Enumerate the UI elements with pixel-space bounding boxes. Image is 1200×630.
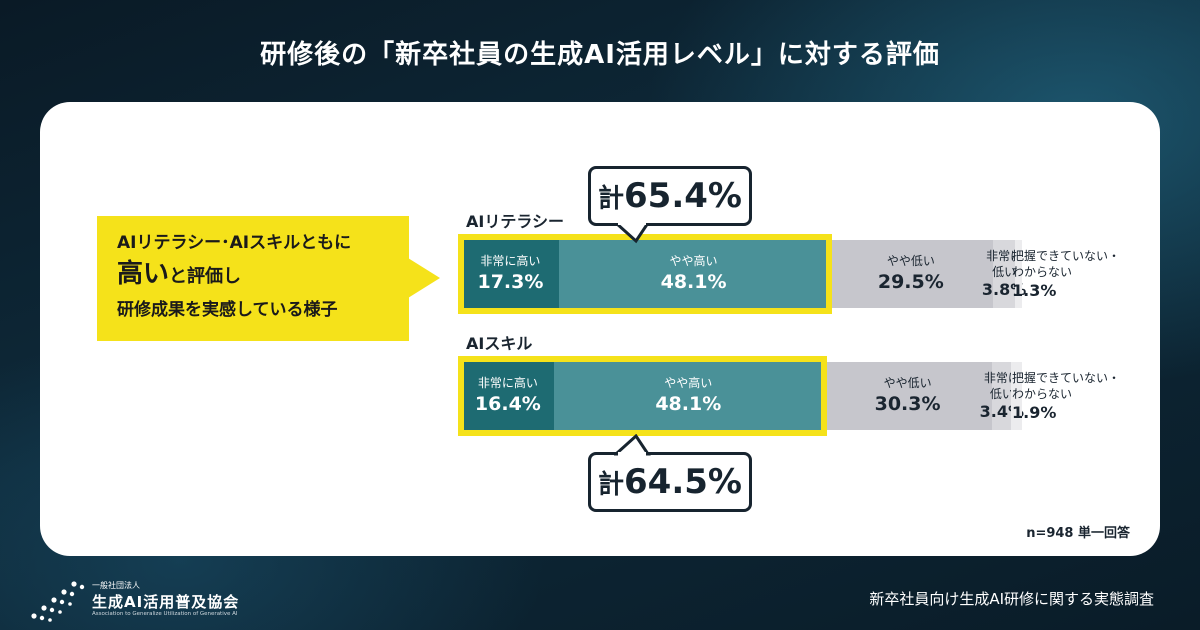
logo-org-name-en: Association to Generalize Utilization of… — [92, 611, 238, 617]
logo-org-name: 生成AI活用普及協会 — [92, 593, 240, 611]
bar-segment-very-high: 非常に高い 16.4% — [462, 362, 554, 430]
callout-line-2: 高いと評価し — [117, 256, 391, 295]
survey-name: 新卒社員向け生成AI研修に関する実態調査 — [869, 590, 1154, 608]
segment-value-label: 48.1% — [660, 271, 727, 293]
segment-category-label: やや低い — [886, 254, 935, 268]
bar-segment-unknown — [1014, 240, 1022, 308]
segment-category-label: やや高い — [664, 376, 713, 390]
page-title: 研修後の「新卒社員の生成AI活用レベル」に対する評価 — [260, 40, 940, 70]
callout-emphasis: 高い — [117, 259, 170, 289]
callout-pointer — [408, 258, 440, 298]
segment-value-label: 17.3% — [477, 271, 544, 293]
bar-segment-very-low: 非常に 低い 3.4% — [980, 362, 1024, 430]
bar-segment-low: やや低い 30.3% — [822, 362, 993, 430]
summary-callout: AIリテラシー･AIスキルともに 高いと評価し 研修成果を実感している様子 — [97, 216, 409, 341]
bar-row-literacy: 非常に高い 17.3% やや高い 48.1% やや低い 29.5% 非常に 低い… — [462, 240, 1026, 308]
unknown-value-label: 1.3% — [1012, 281, 1057, 300]
association-logo: 一般社団法人 生成AI活用普及協会 Association to General… — [26, 578, 276, 622]
segment-value-label: 29.5% — [877, 271, 944, 293]
total-prefix: 計 — [598, 183, 625, 214]
segment-category-label: 非常に高い — [477, 376, 538, 390]
bar-segment-high: やや高い 48.1% — [558, 240, 829, 308]
total-value: 64.5% — [624, 462, 742, 502]
segment-category-label: やや高い — [669, 254, 718, 268]
total-prefix: 計 — [598, 469, 625, 500]
unknown-value-label: 1.9% — [1012, 403, 1057, 422]
row-label-literacy: AIリテラシー — [466, 212, 565, 231]
segment-category-label: やや低い — [883, 376, 932, 390]
unknown-category-label-2: わからない — [1012, 387, 1073, 401]
bar-segment-low: やや低い 29.5% — [828, 240, 994, 308]
bar-segment-very-high: 非常に高い 17.3% — [462, 240, 559, 308]
segment-category-label-1: 非常に — [986, 249, 1023, 263]
dots-logo-icon — [31, 581, 85, 622]
callout-line-1: AIリテラシー･AIスキルともに — [117, 233, 352, 253]
row-label-skill: AIスキル — [466, 334, 533, 353]
bar-segment-high: やや高い 48.1% — [553, 362, 823, 430]
total-pointer-literacy — [614, 223, 650, 244]
total-pointer-skill — [614, 434, 651, 456]
unknown-category-label-1: 把握できていない・ — [1012, 249, 1121, 263]
total-value: 65.4% — [624, 176, 742, 216]
segment-category-label-1: 非常に — [983, 371, 1020, 385]
segment-value-label: 16.4% — [474, 393, 541, 415]
bar-row-skill: 非常に高い 16.4% やや高い 48.1% やや低い 30.3% 非常に 低い… — [462, 362, 1024, 430]
unknown-label-literacy: 把握できていない・ わからない 1.3% — [1012, 248, 1120, 302]
callout-line-2-rest: と評価し — [169, 266, 242, 287]
segment-category-label: 非常に高い — [480, 254, 541, 268]
logo-org-type: 一般社団法人 — [92, 581, 140, 590]
segment-category-label-2: 低い — [992, 265, 1017, 279]
segment-value-label: 30.3% — [874, 393, 941, 415]
total-box-skill: 計 64.5% — [588, 452, 752, 512]
total-box-literacy: 計 65.4% — [588, 166, 752, 226]
unknown-category-label-1: 把握できていない・ — [1012, 371, 1121, 385]
segment-value-label: 48.1% — [655, 393, 722, 415]
bar-segment-unknown — [1011, 362, 1022, 430]
callout-line-3: 研修成果を実感している様子 — [117, 300, 338, 320]
unknown-category-label-2: わからない — [1012, 265, 1073, 279]
sample-size-note: n=948 単一回答 — [1026, 526, 1130, 541]
unknown-label-skill: 把握できていない・ わからない 1.9% — [1012, 370, 1120, 424]
segment-category-label-2: 低い — [989, 387, 1014, 401]
